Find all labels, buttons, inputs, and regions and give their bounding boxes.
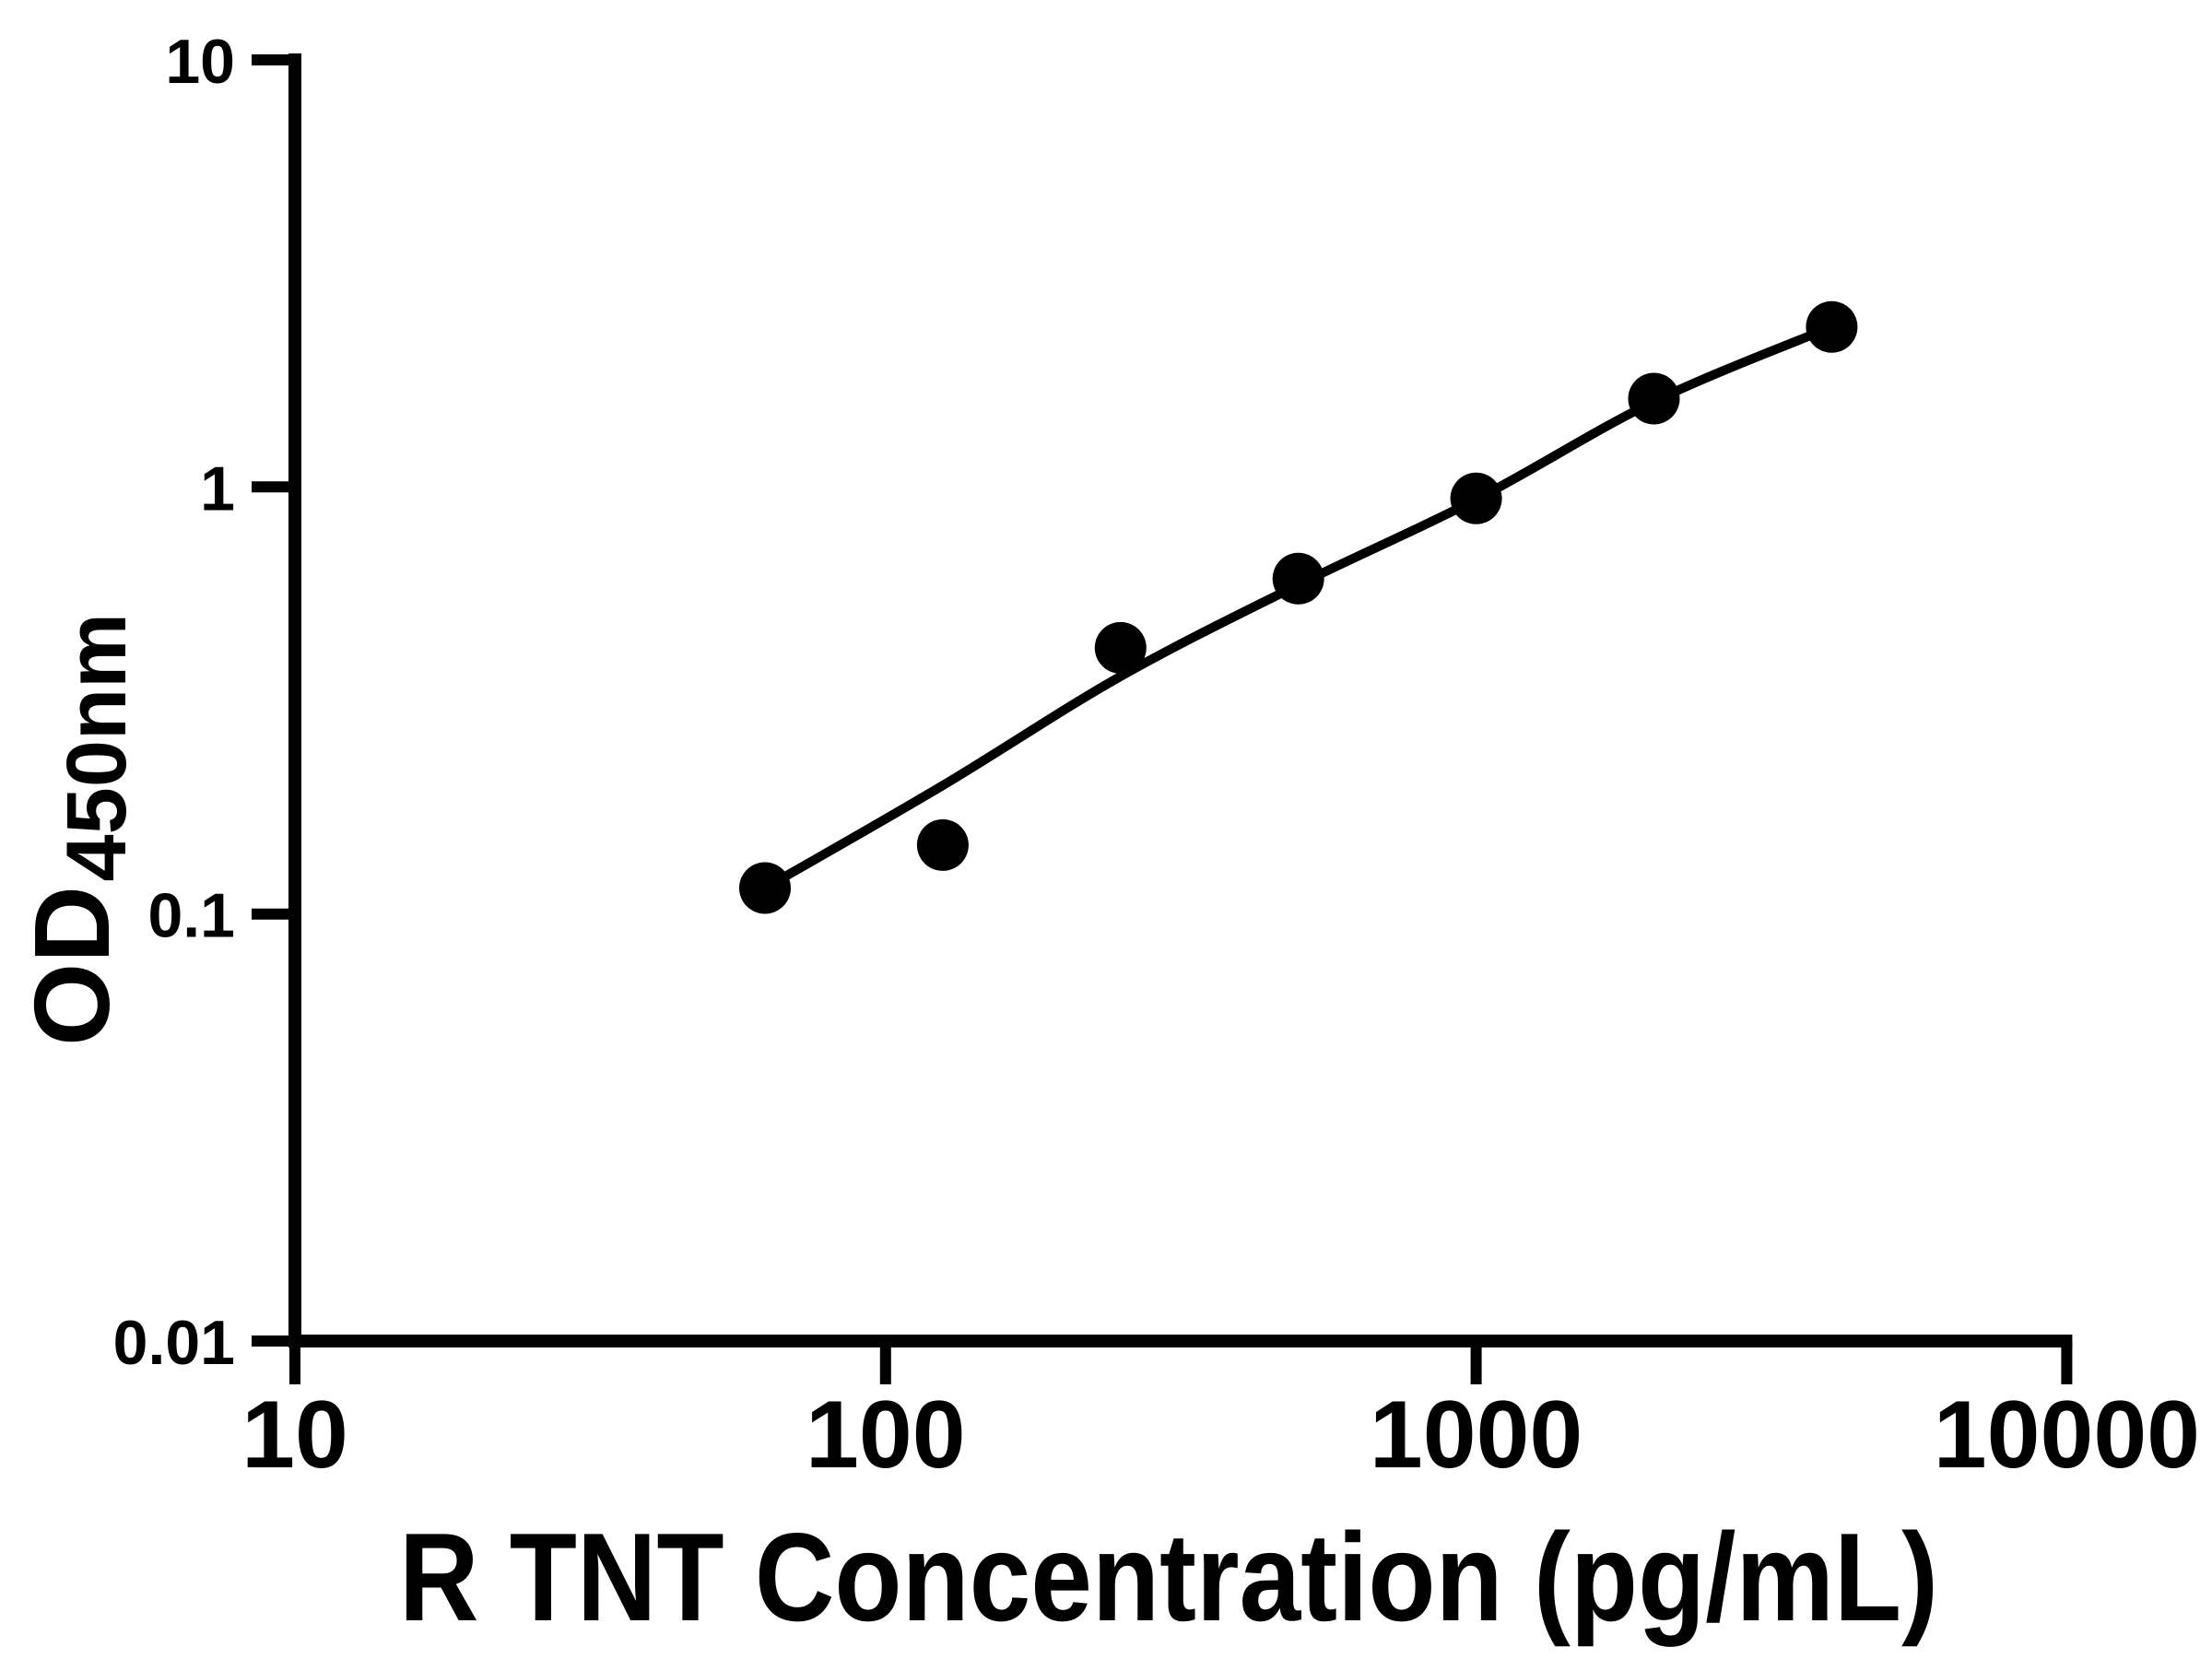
y-axis-title-main: OD	[12, 886, 132, 1046]
data-points-group	[739, 300, 1858, 914]
data-point	[1272, 552, 1324, 605]
data-point	[1628, 372, 1680, 425]
y-tick-label: 10	[165, 27, 235, 97]
y-tick-label: 0.1	[147, 881, 235, 951]
x-tick-label: 100	[806, 1382, 966, 1488]
data-point	[739, 862, 791, 914]
y-axis-title-subscript: 450nm	[50, 613, 144, 882]
y-axis-title: OD 450nm	[12, 613, 144, 1046]
data-point	[1806, 300, 1858, 353]
x-tick-label: 10000	[1934, 1382, 2200, 1488]
y-axis-title-group: OD 450nm	[12, 613, 144, 1046]
x-tick-label: 1000	[1370, 1382, 1583, 1488]
axes: 0.01 0.1 1 10 10 100 1000 10000	[113, 27, 2200, 1488]
data-point	[916, 818, 969, 871]
y-tick-label: 0.01	[113, 1308, 235, 1378]
x-tick-label: 10	[241, 1382, 348, 1488]
y-tick-label: 1	[200, 453, 235, 524]
data-point	[1450, 472, 1502, 524]
x-axis-title: R TNT Concentration (pg/mL)	[399, 1507, 1938, 1647]
data-point	[1094, 621, 1147, 674]
